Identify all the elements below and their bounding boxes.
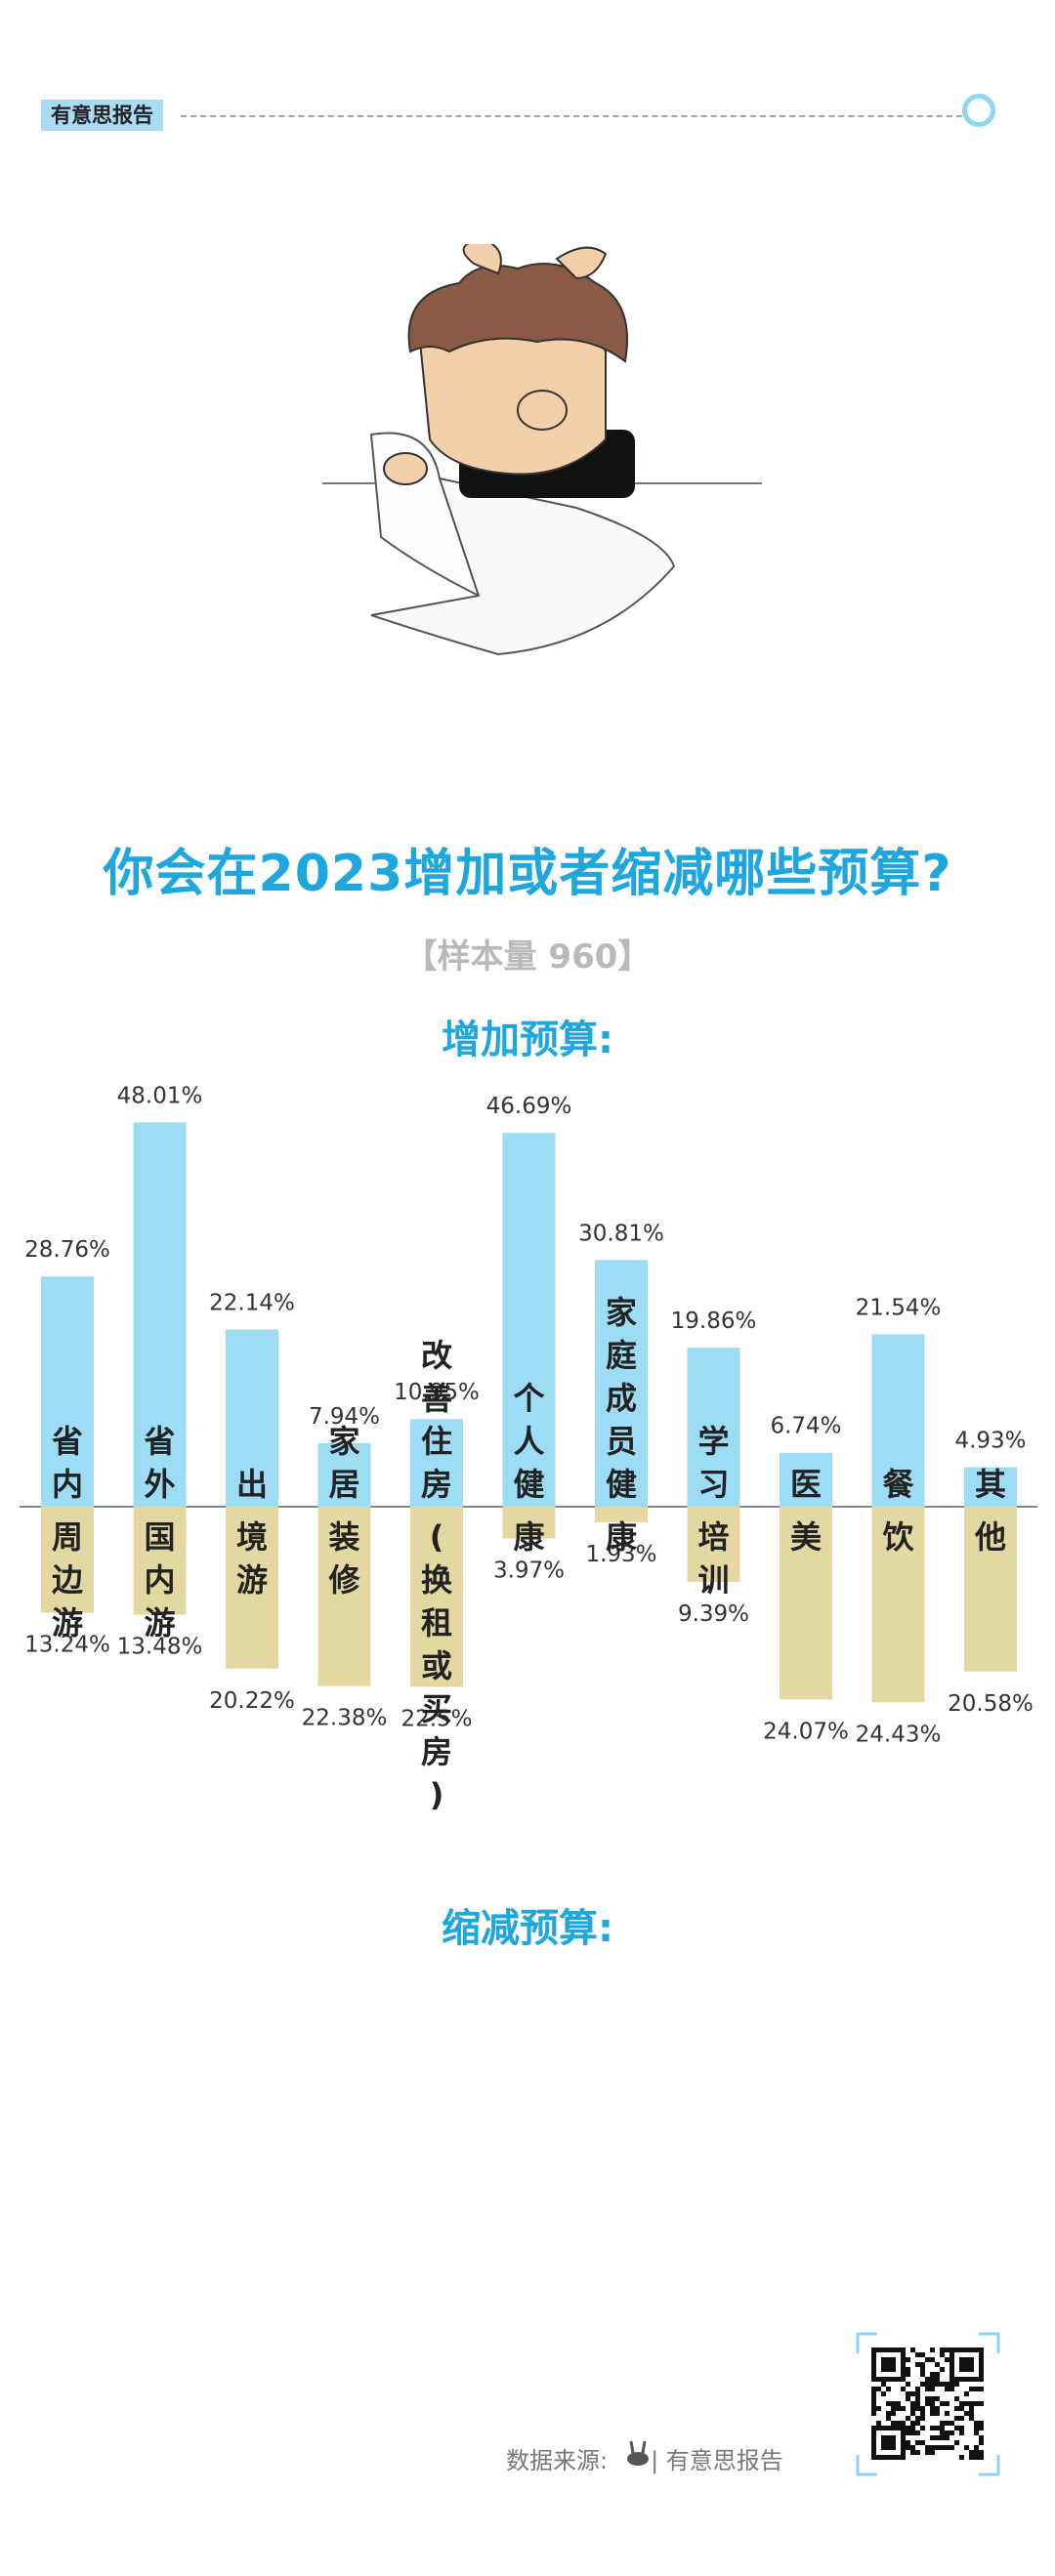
circle-icon xyxy=(962,94,995,127)
category-label-top-7: 学习 xyxy=(697,1423,729,1503)
bar-increase-0 xyxy=(41,1276,94,1507)
decrease-section-title: 缩减预算: xyxy=(442,1906,613,1951)
value-label-decrease-3: 22.38% xyxy=(302,1706,388,1731)
category-label-top-0: 省内 xyxy=(52,1423,83,1503)
brand-tag: 有意思报告 xyxy=(41,100,163,131)
qr-code xyxy=(856,2332,1000,2476)
bar-decrease-2 xyxy=(226,1507,278,1669)
value-label-decrease-4: 22.5% xyxy=(401,1707,472,1732)
bar-decrease-5 xyxy=(502,1507,556,1539)
value-label-increase-4: 10.95% xyxy=(394,1380,480,1405)
bar-increase-8 xyxy=(780,1452,832,1507)
bar-increase-1 xyxy=(133,1122,187,1507)
category-label-bottom-0: 周边游 xyxy=(52,1518,83,1641)
category-label-top-4: 改善住房 xyxy=(421,1337,452,1503)
value-label-decrease-0: 13.24% xyxy=(24,1633,110,1658)
category-label-bottom-3: 装修 xyxy=(327,1518,360,1599)
increase-section-title: 增加预算: xyxy=(442,1018,613,1062)
value-label-increase-8: 6.74% xyxy=(770,1414,841,1439)
value-label-decrease-2: 20.22% xyxy=(209,1688,295,1714)
value-label-decrease-7: 9.39% xyxy=(678,1601,749,1627)
bar-decrease-8 xyxy=(780,1507,832,1700)
bar-increase-4 xyxy=(410,1419,463,1507)
value-label-decrease-5: 3.97% xyxy=(493,1558,565,1584)
category-label-top-1: 省外 xyxy=(144,1423,175,1503)
bar-increase-3 xyxy=(317,1442,371,1507)
category-label-bottom-6: 康 xyxy=(606,1518,638,1556)
value-label-increase-5: 46.69% xyxy=(486,1094,572,1119)
value-label-increase-3: 7.94% xyxy=(309,1404,380,1430)
bar-increase-6 xyxy=(595,1260,648,1507)
bar-increase-10 xyxy=(964,1467,1017,1507)
value-label-decrease-6: 1.93% xyxy=(585,1542,656,1567)
mascot-logo-icon xyxy=(627,2440,649,2466)
category-label-bottom-2: 境游 xyxy=(236,1518,268,1599)
bar-increase-5 xyxy=(502,1133,556,1507)
value-label-increase-7: 19.86% xyxy=(671,1309,757,1334)
category-label-bottom-1: 国内游 xyxy=(144,1518,175,1641)
category-label-top-5: 个人健 xyxy=(513,1380,544,1503)
category-label-top-2: 出 xyxy=(236,1466,268,1503)
bar-decrease-3 xyxy=(317,1507,371,1686)
category-label-top-6: 家庭成员健 xyxy=(606,1294,637,1503)
reading-character-illustration xyxy=(322,244,762,656)
value-label-increase-10: 4.93% xyxy=(954,1429,1026,1454)
category-label-bottom-4: (换租或买房) xyxy=(421,1518,452,1813)
bar-decrease-6 xyxy=(595,1507,648,1522)
bar-increase-2 xyxy=(226,1329,278,1507)
category-label-top-3: 家居 xyxy=(328,1423,359,1503)
value-label-increase-9: 21.54% xyxy=(856,1295,942,1320)
category-label-bottom-10: 他 xyxy=(974,1518,1006,1556)
category-label-bottom-7: 培训 xyxy=(697,1518,729,1599)
bar-increase-9 xyxy=(871,1334,925,1507)
category-label-top-8: 医 xyxy=(790,1466,822,1503)
value-label-increase-2: 22.14% xyxy=(209,1290,295,1315)
value-label-decrease-10: 20.58% xyxy=(948,1691,1034,1717)
data-source-label: 数据来源: | 有意思报告 xyxy=(506,2447,783,2474)
bar-decrease-7 xyxy=(687,1507,740,1582)
category-label-top-10: 其 xyxy=(975,1466,1006,1503)
category-label-bottom-5: 康 xyxy=(513,1518,545,1556)
header-divider xyxy=(181,115,972,117)
chart-title: 你会在2023增加或者缩减哪些预算? xyxy=(103,845,952,903)
bar-decrease-9 xyxy=(871,1507,925,1703)
value-label-decrease-9: 24.43% xyxy=(856,1722,942,1747)
value-label-increase-0: 28.76% xyxy=(24,1237,110,1263)
bar-decrease-0 xyxy=(41,1507,94,1613)
category-label-top-9: 餐 xyxy=(882,1466,914,1503)
value-label-decrease-1: 13.48% xyxy=(117,1635,203,1660)
category-label-bottom-8: 美 xyxy=(790,1518,822,1556)
sample-size-label: 【样本量 960】 xyxy=(403,937,652,976)
value-label-decrease-8: 24.07% xyxy=(763,1719,849,1744)
bar-decrease-10 xyxy=(964,1507,1017,1672)
value-label-increase-6: 30.81% xyxy=(578,1221,664,1246)
bar-decrease-4 xyxy=(410,1507,463,1687)
value-label-increase-1: 48.01% xyxy=(117,1083,203,1108)
category-label-bottom-9: 饮 xyxy=(882,1518,914,1556)
bar-increase-7 xyxy=(687,1348,740,1507)
bar-decrease-1 xyxy=(133,1507,187,1615)
